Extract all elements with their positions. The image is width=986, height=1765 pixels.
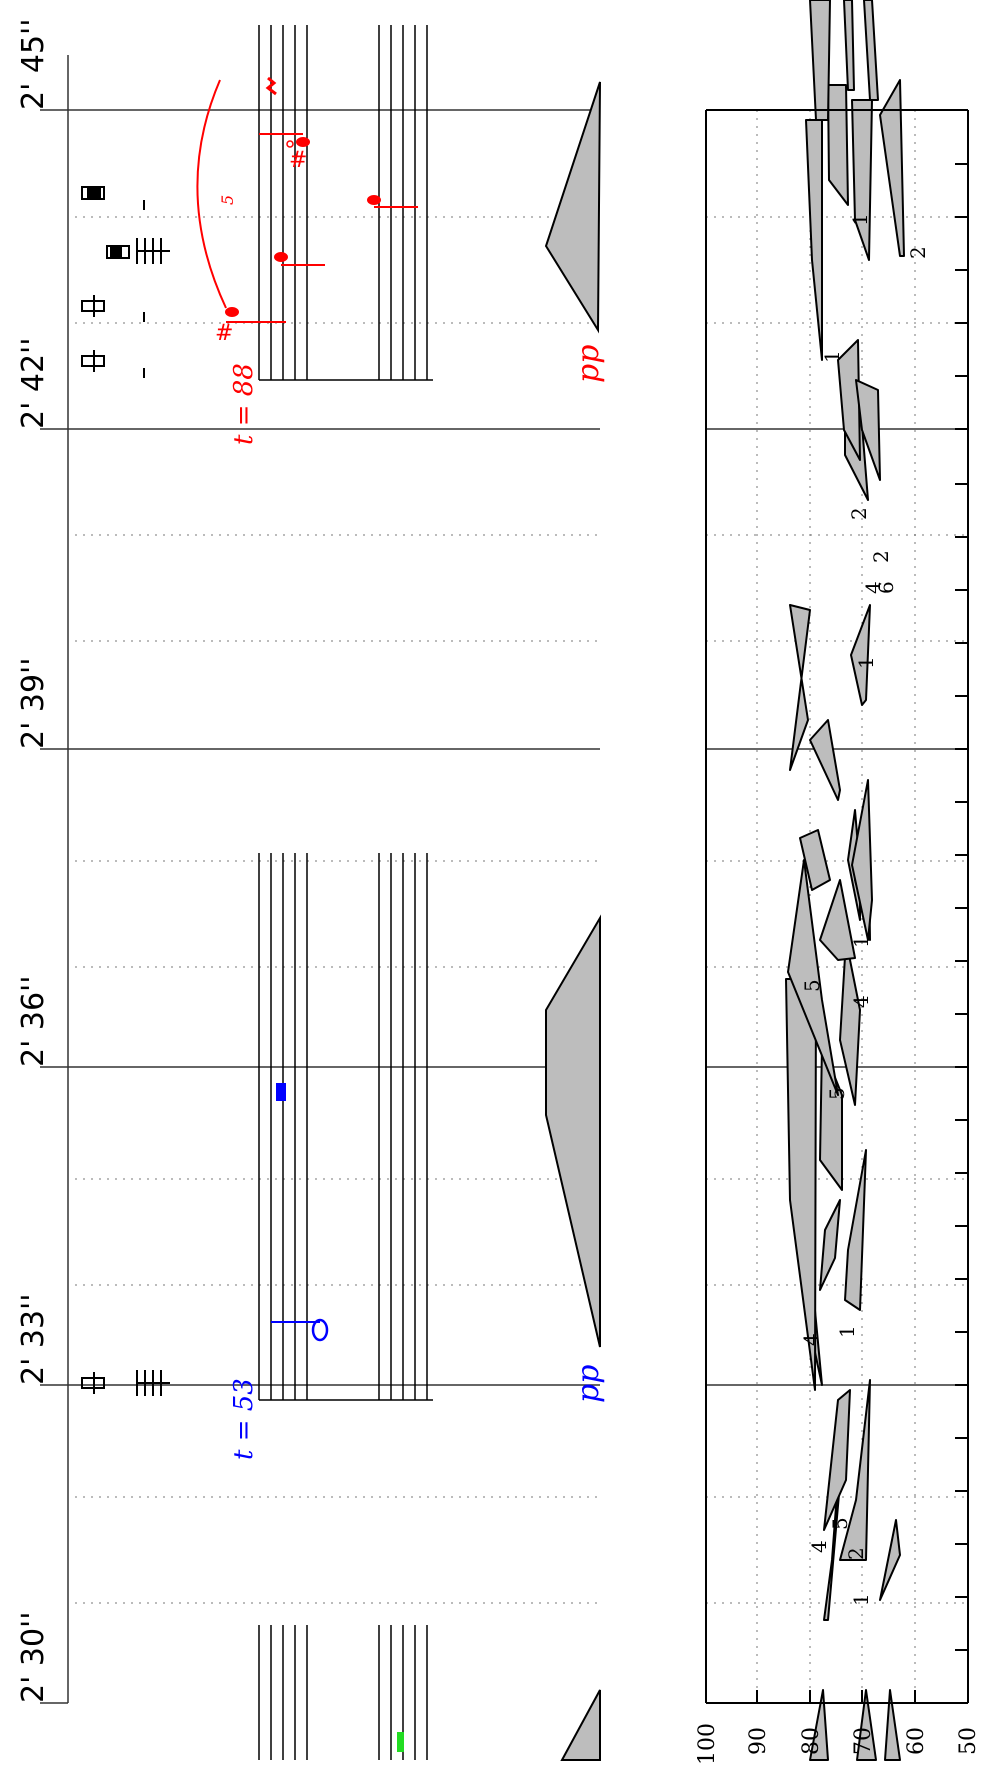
green-note-marker [397, 1732, 404, 1752]
pitch-plot: 1 4 2 5 4 1 5 5 4 1 1 2 4 6 2 1 2 1 [695, 0, 981, 1765]
y-tick-label: 50 [956, 1727, 981, 1755]
svg-text:1: 1 [835, 1325, 859, 1338]
svg-text:2: 2 [847, 507, 871, 520]
svg-text:4: 4 [799, 1333, 823, 1346]
dynamic-envelope [544, 81, 601, 334]
svg-text:#: # [215, 321, 233, 346]
instrument-symbols [81, 186, 170, 1396]
event-blue: t = 53 pp [229, 914, 606, 1460]
svg-text:2: 2 [906, 246, 930, 259]
time-label: 2' 42'' [16, 337, 51, 429]
time-label: 2' 33'' [16, 1293, 51, 1385]
time-lines [40, 55, 600, 1704]
event-red: t = 88 5 # # pp [196, 76, 606, 445]
svg-text:5: 5 [828, 1517, 852, 1530]
tempo-mark: t = 88 [229, 363, 259, 445]
svg-text:5: 5 [800, 979, 824, 992]
svg-text:2: 2 [844, 1547, 868, 1560]
dynamic-mark: pp [571, 345, 606, 383]
y-tick-label: 60 [904, 1727, 929, 1755]
svg-text:4: 4 [849, 995, 873, 1008]
time-label: 2' 39'' [16, 657, 51, 749]
dynamic-envelope [545, 914, 601, 1348]
time-label: 2' 45'' [16, 18, 51, 110]
y-tick-labels: 100 90 80 70 60 50 [695, 1723, 981, 1765]
y-tick-label: 70 [851, 1727, 876, 1755]
y-tick-label: 90 [746, 1727, 771, 1755]
svg-text:1: 1 [849, 935, 873, 948]
svg-text:1: 1 [854, 656, 878, 669]
staff-group-2 [258, 853, 433, 1401]
svg-text:6: 6 [874, 581, 898, 594]
tuplet-number: 5 [218, 195, 237, 205]
svg-text:1: 1 [849, 1593, 873, 1606]
time-label: 2' 30'' [16, 1611, 51, 1703]
time-labels: 2' 30'' 2' 33'' 2' 36'' 2' 39'' 2' 42'' … [16, 18, 51, 1703]
svg-text:4: 4 [861, 581, 885, 594]
svg-text:2: 2 [869, 550, 893, 563]
dynamic-mark: pp [571, 1365, 606, 1403]
tempo-mark: t = 53 [229, 1378, 259, 1460]
staff-group-1 [258, 1625, 428, 1760]
fingering-labels: 1 4 2 5 4 1 5 5 4 1 1 2 4 6 2 1 2 1 [799, 213, 930, 1606]
svg-text:#: # [289, 148, 307, 173]
svg-text:1: 1 [820, 350, 844, 363]
y-tick-label: 100 [695, 1723, 720, 1765]
svg-text:5: 5 [825, 1087, 849, 1100]
svg-text:1: 1 [848, 213, 872, 226]
time-label: 2' 36'' [16, 975, 51, 1067]
svg-text:4: 4 [807, 1540, 831, 1553]
dynamic-envelope-partial [560, 1689, 601, 1761]
staff-group-3 [258, 25, 433, 381]
y-tick-label: 80 [799, 1727, 824, 1755]
